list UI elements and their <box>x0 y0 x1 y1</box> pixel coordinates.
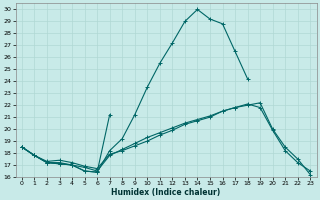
X-axis label: Humidex (Indice chaleur): Humidex (Indice chaleur) <box>111 188 221 197</box>
